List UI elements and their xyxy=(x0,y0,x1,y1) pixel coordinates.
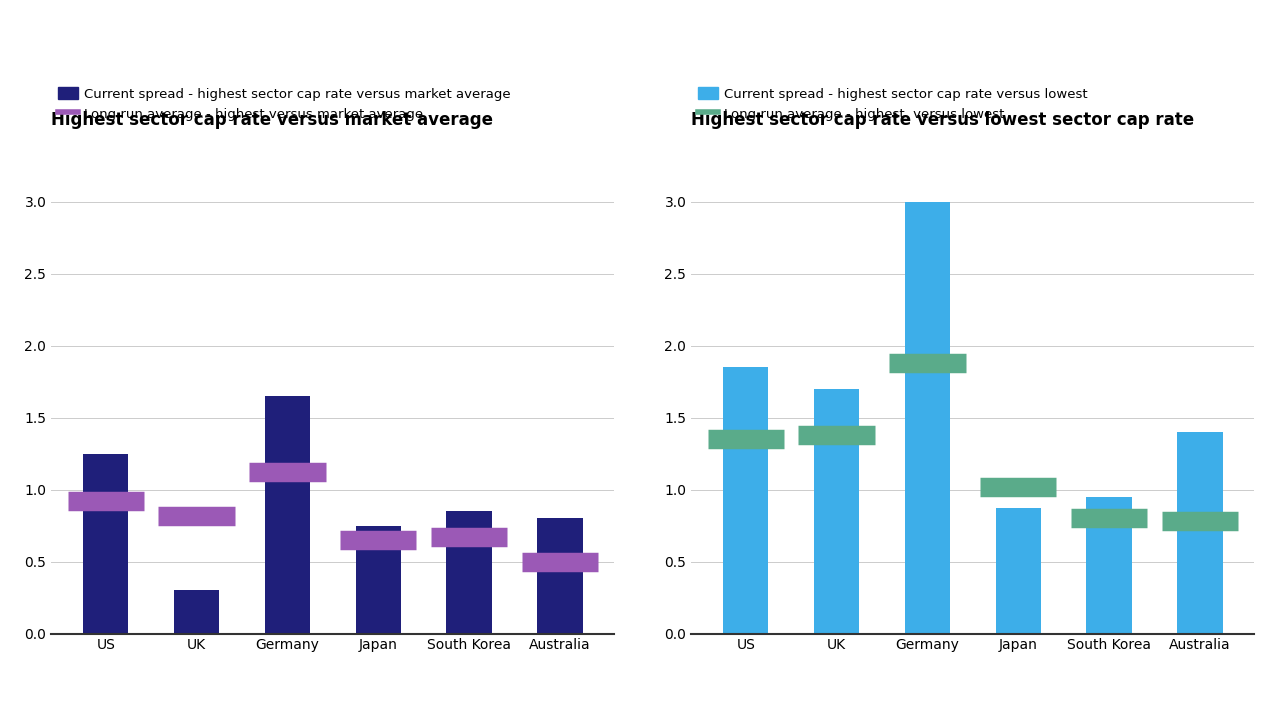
Bar xyxy=(814,389,859,634)
Bar xyxy=(1178,432,1222,634)
Bar xyxy=(447,511,492,634)
Legend: Current spread - highest sector cap rate versus lowest, Long run average - highe: Current spread - highest sector cap rate… xyxy=(698,87,1088,121)
Legend: Current spread - highest sector cap rate versus market average, Long run average: Current spread - highest sector cap rate… xyxy=(58,87,511,121)
Bar xyxy=(356,526,401,634)
Bar xyxy=(83,454,128,634)
Bar xyxy=(996,508,1041,634)
Bar xyxy=(905,202,950,634)
Bar xyxy=(1087,497,1132,634)
Bar xyxy=(174,590,219,634)
Text: Highest sector cap rate versus lowest sector cap rate: Highest sector cap rate versus lowest se… xyxy=(691,111,1194,129)
Bar xyxy=(723,367,768,634)
Text: Highest sector cap rate versus market average: Highest sector cap rate versus market av… xyxy=(51,111,493,129)
Bar xyxy=(538,518,582,634)
Bar xyxy=(265,396,310,634)
